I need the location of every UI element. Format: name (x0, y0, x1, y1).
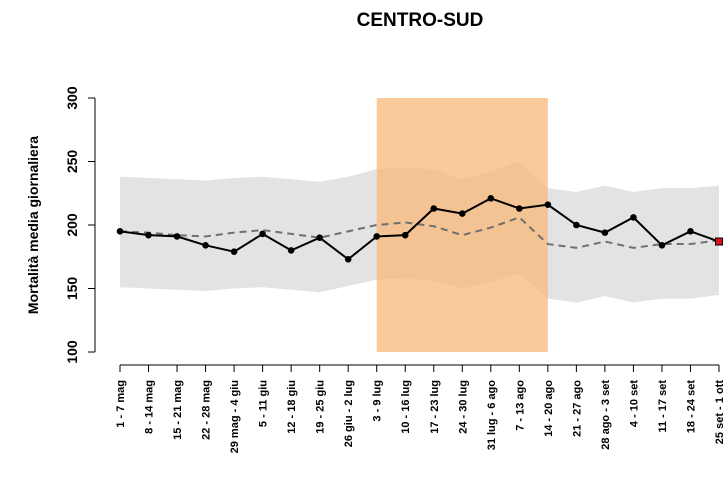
point (259, 230, 266, 238)
point (516, 205, 523, 212)
point (544, 201, 552, 208)
x-tick-label: 24 - 30 lug (457, 380, 469, 434)
point (116, 228, 124, 235)
x-tick-label: 14 - 20 ago (543, 380, 555, 437)
y-tick-label: 100 (64, 340, 80, 364)
x-tick-label: 25 set - 1 ott (714, 380, 726, 445)
point (145, 231, 152, 239)
y-axis-label: Mortalità media giornaliera (25, 136, 41, 314)
point (630, 214, 637, 221)
x-tick-label: 7 - 13 ago (514, 380, 526, 431)
point (230, 248, 238, 255)
x-tick-label: 31 lug - 6 ago (486, 380, 498, 451)
point (601, 229, 609, 236)
x-tick-label: 11 - 17 set (657, 380, 669, 433)
x-tick-label: 10 - 16 lug (400, 380, 412, 434)
point (487, 195, 495, 202)
x-tick-label: 17 - 23 lug (429, 380, 441, 434)
x-tick-label: 28 ago - 3 set (600, 380, 612, 450)
x-tick-label: 1 - 7 mag (115, 380, 127, 428)
x-tick-label: 3 - 9 lug (372, 380, 384, 422)
point (573, 221, 580, 229)
x-tick-label: 26 giu - 2 lug (343, 380, 355, 447)
x-tick-label: 19 - 25 giu (315, 380, 327, 434)
x-tick-label: 29 mag - 4 giu (229, 380, 241, 453)
highlight-period (376, 98, 548, 352)
point (430, 205, 438, 212)
y-tick-label: 150 (64, 277, 80, 301)
x-tick-label: 5 - 11 giu (258, 380, 270, 427)
x-tick-label: 21 - 27 ago (571, 380, 583, 437)
x-tick-label: 22 - 28 mag (201, 380, 213, 440)
observed-line (119, 197, 720, 261)
expected-line (119, 216, 720, 249)
y-tick-label: 300 (64, 86, 80, 110)
point (202, 242, 209, 249)
point (687, 228, 694, 235)
y-tick-label: 250 (64, 150, 80, 174)
point (316, 234, 323, 241)
point (658, 242, 666, 249)
point (458, 210, 466, 217)
x-tick-label: 8 - 14 mag (144, 380, 156, 434)
point (173, 233, 181, 240)
y-tick-label: 200 (64, 213, 80, 237)
chart-title: CENTRO-SUD (357, 10, 484, 31)
point (287, 247, 295, 254)
last-point (715, 237, 723, 246)
x-tick-label: 15 - 21 mag (172, 380, 184, 440)
x-tick-label: 4 - 10 set (628, 380, 640, 427)
point (344, 255, 352, 263)
point (373, 233, 381, 240)
x-tick-label: 18 - 24 set (685, 380, 697, 434)
point (401, 231, 409, 239)
x-tick-label: 12 - 18 giu (286, 380, 298, 434)
